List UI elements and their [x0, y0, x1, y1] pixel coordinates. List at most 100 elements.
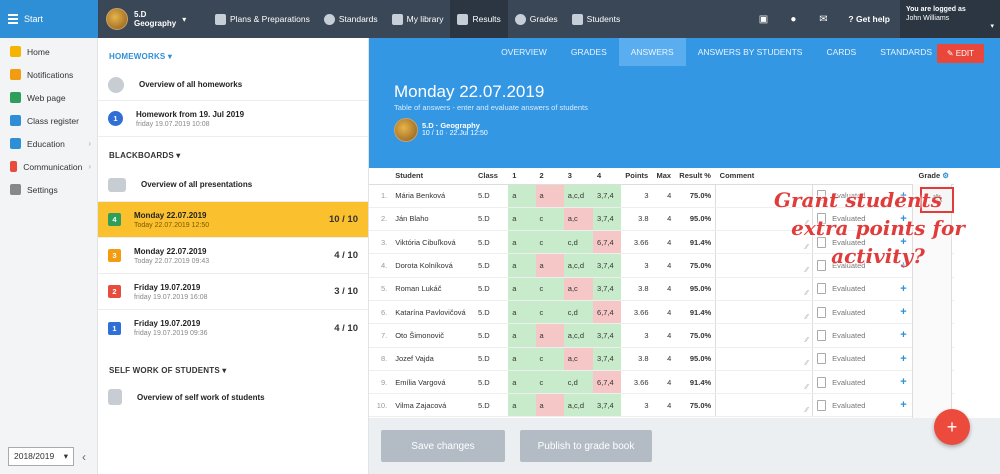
answer-cell[interactable]: a: [508, 347, 536, 371]
blackboard-item[interactable]: 2 Friday 19.07.2019 friday 19.07.2019 16:…: [98, 274, 368, 310]
answer-cell[interactable]: a: [508, 323, 536, 348]
sidebar-item-settings[interactable]: Settings: [0, 178, 97, 201]
nav-plans[interactable]: Plans & Preparations: [208, 0, 317, 38]
comment-field[interactable]: ⁄⁄: [715, 300, 814, 325]
answer-cell[interactable]: a,c: [563, 207, 594, 232]
points-cell[interactable]: 3.8: [621, 277, 653, 301]
comment-field[interactable]: ⁄⁄: [715, 230, 814, 255]
answer-cell[interactable]: 6,7,4: [593, 370, 622, 395]
add-points-button[interactable]: +: [893, 323, 914, 348]
points-cell[interactable]: 3.8: [621, 347, 653, 371]
add-points-button[interactable]: +: [893, 277, 914, 301]
answer-cell[interactable]: 3,7,4: [593, 253, 622, 278]
points-cell[interactable]: 3.66: [621, 230, 653, 255]
answer-cell[interactable]: a: [508, 370, 536, 395]
nav-results[interactable]: Results: [450, 0, 508, 38]
answer-cell[interactable]: c,d: [563, 300, 594, 325]
comment-field[interactable]: ⁄⁄: [715, 207, 814, 232]
publish-button[interactable]: Publish to grade book: [520, 430, 652, 462]
add-points-button[interactable]: +: [893, 207, 914, 232]
add-points-button[interactable]: +: [893, 230, 914, 255]
comment-field[interactable]: ⁄⁄: [715, 277, 814, 301]
screen-icon[interactable]: ▣: [758, 13, 769, 25]
points-cell[interactable]: 3: [621, 184, 653, 208]
comment-field[interactable]: ⁄⁄: [715, 393, 814, 418]
sidebar-item-class-register[interactable]: Class register: [0, 109, 97, 132]
answer-cell[interactable]: 3,7,4: [593, 207, 622, 232]
collapse-sidebar-icon[interactable]: ‹: [82, 449, 86, 464]
comment-field[interactable]: ⁄⁄: [715, 253, 814, 278]
answer-cell[interactable]: 3,7,4: [593, 323, 622, 348]
comment-field[interactable]: ⁄⁄: [715, 184, 814, 208]
answer-cell[interactable]: a: [535, 253, 564, 278]
answer-cell[interactable]: 6,7,4: [593, 300, 622, 325]
get-help-link[interactable]: ? Get help: [848, 14, 890, 24]
answer-cell[interactable]: a: [535, 184, 564, 208]
tab-cards[interactable]: CARDS: [826, 47, 857, 57]
blackboard-item[interactable]: 3 Monday 22.07.2019 Today 22.07.2019 09:4…: [98, 238, 368, 274]
grade-settings-button[interactable]: ⚙: [920, 187, 954, 213]
answer-cell[interactable]: a,c: [563, 277, 594, 301]
chat-icon[interactable]: ●: [790, 13, 797, 25]
homeworks-header[interactable]: HOMEWORKS ▾: [109, 52, 173, 61]
points-cell[interactable]: 3.66: [621, 300, 653, 325]
add-points-button[interactable]: +: [893, 300, 914, 325]
add-points-button[interactable]: +: [893, 184, 914, 208]
nav-students[interactable]: Students: [565, 0, 628, 38]
nav-library[interactable]: My library: [385, 0, 451, 38]
points-cell[interactable]: 3.66: [621, 370, 653, 395]
comment-field[interactable]: ⁄⁄: [715, 370, 814, 395]
sidebar-item-communication[interactable]: Communication ›: [0, 155, 97, 178]
add-points-button[interactable]: +: [893, 370, 914, 395]
blackboard-item[interactable]: 4 Monday 22.07.2019 Today 22.07.2019 12:5…: [98, 202, 368, 238]
edit-button[interactable]: ✎ EDIT: [936, 44, 984, 63]
tab-answers-by-students[interactable]: ANSWERS BY STUDENTS: [697, 47, 803, 57]
answer-cell[interactable]: a: [508, 230, 536, 255]
answer-cell[interactable]: c: [535, 277, 564, 301]
answer-cell[interactable]: a: [508, 184, 536, 208]
add-points-button[interactable]: +: [893, 347, 914, 371]
nav-standards[interactable]: Standards: [317, 0, 385, 38]
answer-cell[interactable]: c,d: [563, 230, 594, 255]
tab-standards[interactable]: STANDARDS: [880, 47, 932, 57]
answer-cell[interactable]: a: [508, 207, 536, 232]
save-changes-button[interactable]: Save changes: [381, 430, 505, 462]
homework-item[interactable]: 1 Homework from 19. Jul 2019 friday 19.07…: [98, 101, 368, 137]
presentations-overview-item[interactable]: Overview of all presentations: [98, 168, 368, 202]
tab-grades[interactable]: GRADES: [570, 47, 607, 57]
answer-cell[interactable]: a: [535, 323, 564, 348]
answer-cell[interactable]: a: [508, 393, 536, 418]
answer-cell[interactable]: a: [508, 253, 536, 278]
self-work-overview-item[interactable]: Overview of self work of students: [98, 383, 368, 411]
class-selector[interactable]: 5.D Geography ▾: [98, 8, 208, 30]
answer-cell[interactable]: 6,7,4: [593, 230, 622, 255]
header-grade[interactable]: Grade ⚙: [913, 168, 954, 185]
sidebar-item-home[interactable]: Home: [0, 40, 97, 63]
school-year-select[interactable]: 2018/2019 ▾: [8, 447, 74, 466]
answer-cell[interactable]: a,c,d: [563, 393, 594, 418]
answer-cell[interactable]: c: [535, 230, 564, 255]
answer-cell[interactable]: c: [535, 347, 564, 371]
points-cell[interactable]: 3.8: [621, 207, 653, 232]
answer-cell[interactable]: a,c: [563, 347, 594, 371]
mail-icon[interactable]: ✉: [819, 13, 828, 25]
user-menu[interactable]: You are logged as John Williams ▾: [900, 0, 1000, 38]
homeworks-overview-item[interactable]: Overview of all homeworks: [98, 69, 368, 101]
nav-grades[interactable]: Grades: [508, 0, 565, 38]
answer-cell[interactable]: 3,7,4: [593, 347, 622, 371]
points-cell[interactable]: 3: [621, 393, 653, 418]
answer-cell[interactable]: a,c,d: [563, 253, 594, 278]
blackboards-header[interactable]: BLACKBOARDS ▾: [109, 151, 181, 160]
blackboard-item[interactable]: 1 Friday 19.07.2019 friday 19.07.2019 09:…: [98, 310, 368, 346]
answer-cell[interactable]: c: [535, 300, 564, 325]
answer-cell[interactable]: 3,7,4: [593, 184, 622, 208]
points-cell[interactable]: 3: [621, 323, 653, 348]
sidebar-item-notifications[interactable]: Notifications: [0, 63, 97, 86]
answer-cell[interactable]: a,c,d: [563, 184, 594, 208]
add-button[interactable]: +: [934, 409, 970, 445]
comment-field[interactable]: ⁄⁄: [715, 323, 814, 348]
answer-cell[interactable]: 3,7,4: [593, 277, 622, 301]
answer-cell[interactable]: c: [535, 370, 564, 395]
answer-cell[interactable]: a: [508, 277, 536, 301]
answer-cell[interactable]: a,c,d: [563, 323, 594, 348]
